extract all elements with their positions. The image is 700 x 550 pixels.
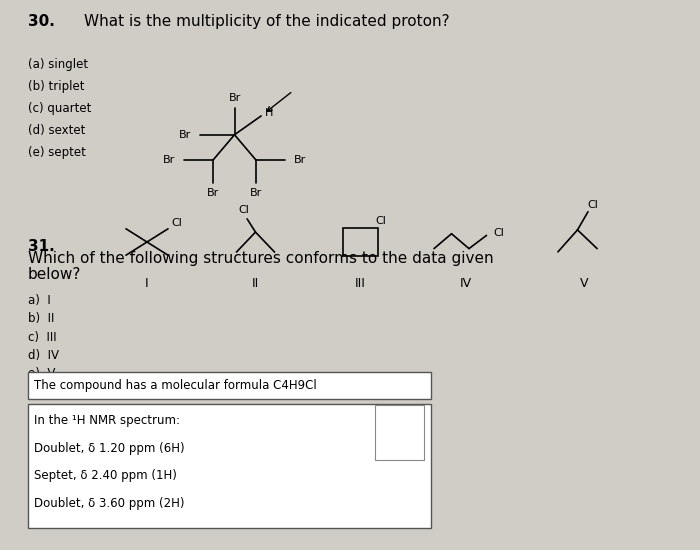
Text: Cl: Cl — [171, 218, 182, 228]
Text: Cl: Cl — [494, 228, 505, 238]
Text: III: III — [355, 277, 366, 290]
Text: a)  I: a) I — [28, 294, 50, 307]
Text: Cl: Cl — [238, 205, 249, 215]
Text: (a) singlet: (a) singlet — [28, 58, 88, 71]
Text: Br: Br — [250, 188, 262, 197]
Text: (d) sextet: (d) sextet — [28, 124, 85, 137]
Text: Br: Br — [178, 130, 190, 140]
Text: H: H — [265, 108, 273, 118]
Text: Doublet, δ 3.60 ppm (2H): Doublet, δ 3.60 ppm (2H) — [34, 497, 184, 510]
Text: II: II — [252, 277, 259, 290]
FancyBboxPatch shape — [28, 404, 430, 528]
Text: Doublet, δ 1.20 ppm (6H): Doublet, δ 1.20 ppm (6H) — [34, 442, 184, 455]
Text: Br: Br — [207, 188, 219, 197]
Text: (e) septet: (e) septet — [28, 146, 86, 159]
Text: Which of the following structures conforms to the data given: Which of the following structures confor… — [28, 251, 493, 266]
Text: 30.: 30. — [28, 14, 55, 29]
Text: Cl: Cl — [375, 216, 386, 227]
Text: Cl: Cl — [587, 200, 598, 210]
Text: V: V — [580, 277, 589, 290]
Text: What is the multiplicity of the indicated proton?: What is the multiplicity of the indicate… — [84, 14, 449, 29]
Text: 31.: 31. — [28, 239, 55, 254]
FancyBboxPatch shape — [374, 405, 423, 460]
Text: d)  IV: d) IV — [28, 349, 59, 362]
Text: (b) triplet: (b) triplet — [28, 80, 85, 93]
Text: Br: Br — [162, 155, 175, 165]
FancyBboxPatch shape — [28, 372, 430, 399]
Text: Br: Br — [294, 155, 307, 165]
Text: IV: IV — [459, 277, 472, 290]
Text: Septet, δ 2.40 ppm (1H): Septet, δ 2.40 ppm (1H) — [34, 469, 176, 482]
Text: e)  V: e) V — [28, 367, 55, 380]
Text: In the ¹H NMR spectrum:: In the ¹H NMR spectrum: — [34, 414, 180, 427]
Text: (c) quartet: (c) quartet — [28, 102, 92, 115]
Text: Br: Br — [228, 93, 241, 103]
Text: b)  II: b) II — [28, 312, 55, 326]
Text: The compound has a molecular formula C4H9Cl: The compound has a molecular formula C4H… — [34, 379, 316, 392]
Text: I: I — [145, 277, 149, 290]
Text: c)  III: c) III — [28, 331, 57, 344]
Text: below?: below? — [28, 267, 81, 282]
